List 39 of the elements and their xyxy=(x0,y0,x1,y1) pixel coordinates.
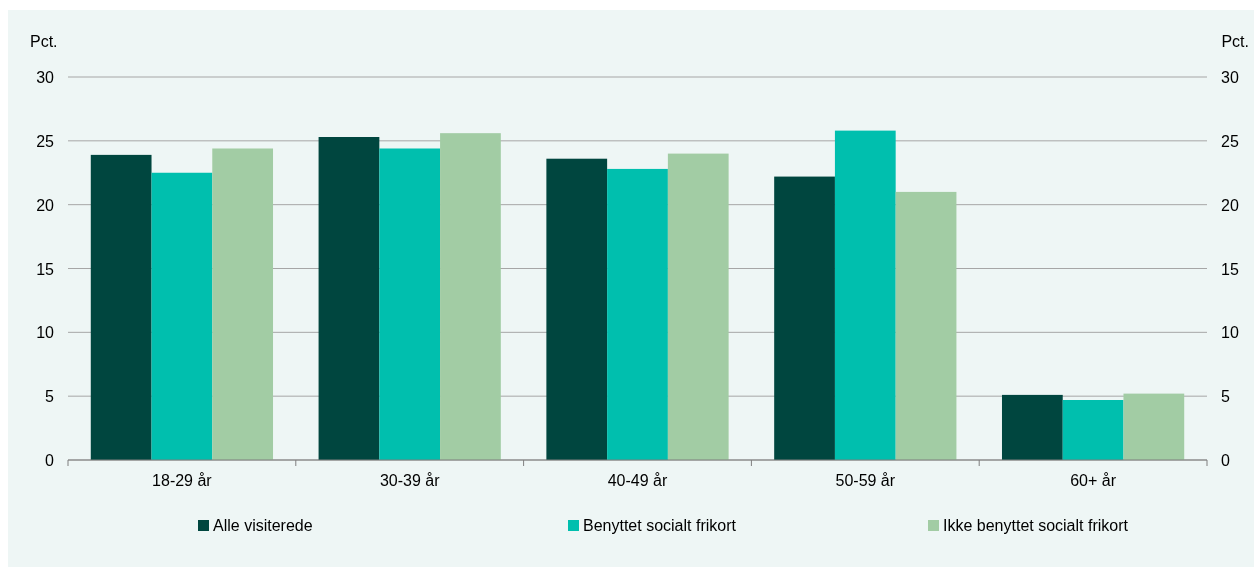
y-tick-label: 20 xyxy=(36,196,55,214)
y-tick-label: 15 xyxy=(36,260,55,278)
y2-tick-label: 5 xyxy=(1221,388,1230,406)
bar xyxy=(667,153,729,460)
y2-tick-label: 20 xyxy=(1221,196,1239,214)
y2-tick-label: 30 xyxy=(1221,69,1239,86)
bar xyxy=(440,133,501,460)
bar xyxy=(151,172,213,460)
bar xyxy=(895,191,957,460)
bar xyxy=(90,154,152,460)
bar xyxy=(607,168,668,460)
y2-axis-title: Pct. xyxy=(1221,33,1249,50)
y-tick-label: 5 xyxy=(45,388,55,406)
legend-label: Ikke benyttet socialt frikort xyxy=(943,517,1129,534)
y-tick-label: 25 xyxy=(36,132,55,150)
y-tick-label: 0 xyxy=(45,452,55,469)
y2-tick-label: 0 xyxy=(1221,452,1230,469)
legend-label: Benyttet socialt frikort xyxy=(583,517,737,534)
y2-tick-label: 15 xyxy=(1221,260,1239,278)
bar xyxy=(212,148,274,460)
y2-tick-label: 25 xyxy=(1221,132,1239,150)
bar xyxy=(1123,393,1185,460)
bar xyxy=(546,158,608,460)
x-tick-label: 40-49 år xyxy=(607,472,668,489)
bar xyxy=(379,148,441,460)
x-tick-label: 30-39 år xyxy=(379,472,441,489)
y2-tick-label: 10 xyxy=(1221,324,1239,342)
bar xyxy=(1062,400,1124,460)
x-tick-label: 18-29 år xyxy=(152,472,213,489)
y-tick-label: 10 xyxy=(36,324,55,342)
bar xyxy=(834,130,896,460)
bar xyxy=(318,137,380,460)
y-tick-label: 30 xyxy=(36,69,55,86)
x-tick-label: 60+ år xyxy=(1070,472,1117,489)
bar xyxy=(774,176,835,460)
y-axis-title: Pct. xyxy=(30,33,58,50)
bar xyxy=(1001,394,1063,460)
x-tick-label: 50-59 år xyxy=(835,472,896,489)
legend-label: Alle visiterede xyxy=(213,517,313,534)
